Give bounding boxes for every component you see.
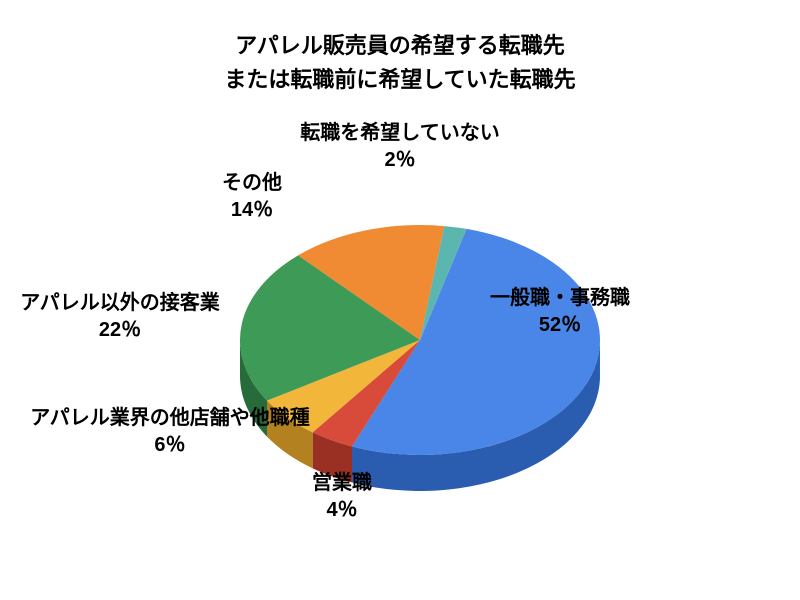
slice-label: 一般職・事務職52％: [490, 285, 630, 339]
slice-label-percent: 6％: [30, 432, 310, 459]
slice-label: アパレル業界の他店舗や他職種6％: [30, 405, 310, 459]
slice-label-text: 転職を希望していない: [300, 120, 499, 147]
slice-label-text: アパレル以外の接客業: [20, 290, 220, 317]
slice-label-percent: 52％: [490, 312, 630, 339]
slice-label-percent: 22％: [20, 317, 220, 344]
slice-label-text: その他: [222, 170, 282, 197]
slice-label-percent: 4％: [312, 497, 372, 524]
slice-label-text: 営業職: [312, 470, 372, 497]
slice-label-text: アパレル業界の他店舗や他職種: [30, 405, 310, 432]
slice-label: 転職を希望していない2％: [300, 120, 499, 174]
slice-label-percent: 2％: [300, 147, 499, 174]
slice-label: その他14％: [222, 170, 282, 224]
slice-label-text: 一般職・事務職: [490, 285, 630, 312]
slice-label-percent: 14％: [222, 197, 282, 224]
slice-label: アパレル以外の接客業22％: [20, 290, 220, 344]
slice-label: 営業職4％: [312, 470, 372, 524]
